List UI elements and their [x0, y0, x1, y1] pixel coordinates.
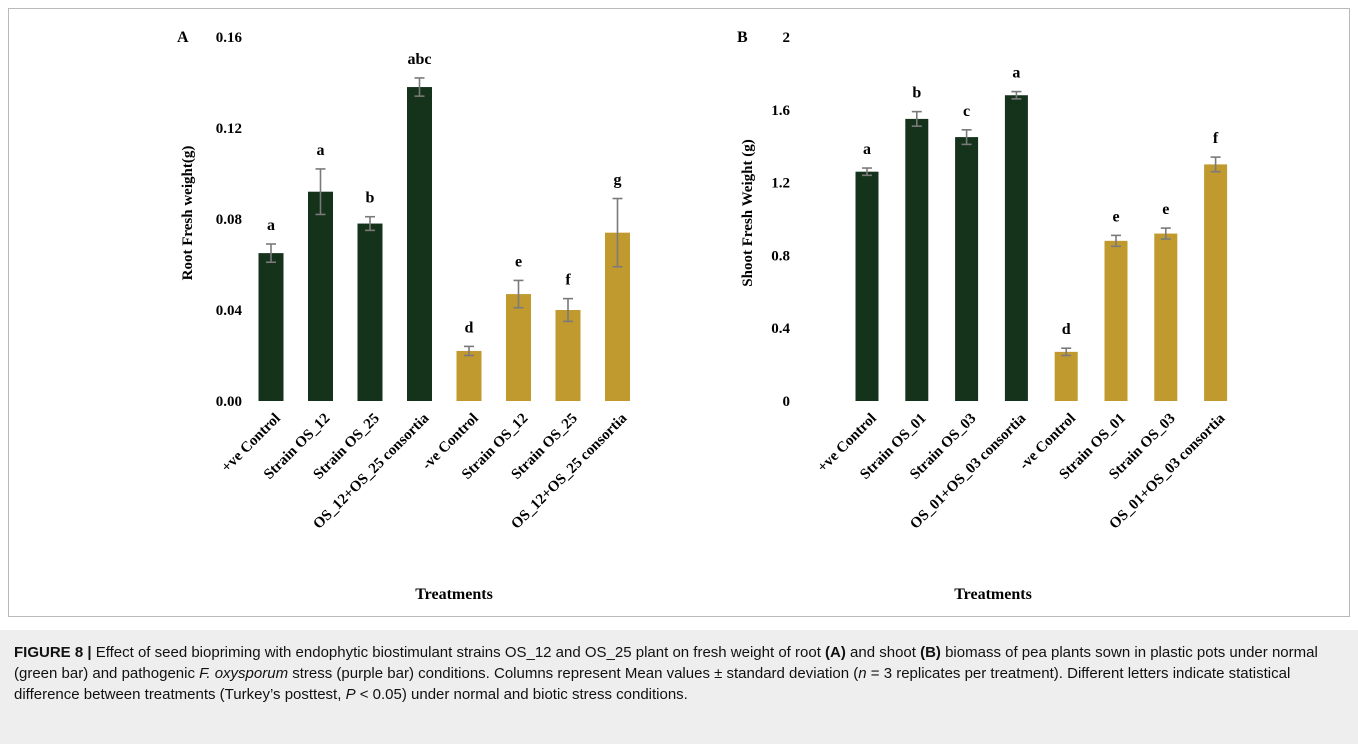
- significance-letter: a: [267, 217, 275, 234]
- y-tick-label: 0.16: [216, 30, 243, 46]
- y-axis-label: Shoot Fresh Weight (g): [740, 139, 756, 286]
- significance-letter: c: [963, 103, 970, 120]
- caption-text-6: < 0.05) under normal and biotic stress c…: [355, 686, 688, 703]
- significance-letter: g: [614, 172, 622, 189]
- y-tick-label: 1.6: [771, 103, 790, 119]
- bar: [308, 191, 333, 401]
- bar: [555, 310, 581, 401]
- panel-label: B: [737, 29, 748, 46]
- y-tick-label: 0: [783, 394, 791, 410]
- bar: [905, 118, 929, 402]
- y-axis-label: Root Fresh weight(g): [180, 146, 196, 281]
- caption-text-3: biomass of pea plants sown in plastic po…: [14, 644, 1318, 682]
- significance-letter: abc: [408, 51, 432, 68]
- caption-ref-a: (A): [825, 644, 846, 661]
- significance-letter: e: [515, 253, 522, 270]
- significance-letter: e: [1112, 208, 1119, 225]
- bar: [456, 350, 482, 401]
- caption-species: F. oxysporum: [199, 665, 289, 682]
- significance-letter: f: [565, 272, 571, 289]
- y-tick-label: 2: [783, 30, 791, 46]
- bar: [955, 137, 979, 401]
- y-tick-label: 0.8: [771, 248, 790, 264]
- caption-text-4: stress (purple bar) conditions. Columns …: [288, 665, 859, 682]
- bar: [407, 87, 432, 402]
- panel-label: A: [177, 29, 189, 46]
- x-axis-label: Treatments: [415, 586, 493, 603]
- figure-caption: FIGURE 8 | Effect of seed biopriming wit…: [0, 630, 1358, 744]
- significance-letter: d: [465, 319, 474, 336]
- bar: [1154, 233, 1178, 401]
- significance-letter: f: [1213, 130, 1219, 147]
- caption-p-var: P: [345, 686, 356, 703]
- significance-letter: b: [366, 190, 375, 207]
- caption-text-5: = 3 replicates per treatment). Different…: [14, 665, 1291, 703]
- figure-label: FIGURE 8 |: [14, 644, 92, 661]
- caption-ref-b: (B): [920, 644, 941, 661]
- caption-n-var: n: [858, 665, 867, 682]
- significance-letter: a: [1012, 65, 1020, 82]
- bar: [357, 223, 383, 401]
- bar: [1054, 351, 1078, 401]
- figure-charts: A 0.00 0.04 0.08 0.12 0.16 Root Fresh weight(g…: [177, 29, 1229, 603]
- y-tick-label: 0.12: [216, 121, 242, 137]
- bar: [1204, 164, 1228, 401]
- chart-panel-a: A 0.00 0.04 0.08 0.12 0.16 Root Fresh weight(g…: [177, 29, 631, 603]
- significance-letter: a: [317, 142, 325, 159]
- y-tick-label: 0.04: [216, 303, 243, 319]
- y-tick-label: 1.2: [771, 176, 790, 192]
- bar: [258, 253, 284, 401]
- y-tick-label: 0.4: [771, 321, 790, 337]
- y-tick-label: 0.08: [216, 212, 242, 228]
- x-axis-label: Treatments: [954, 586, 1032, 603]
- significance-letter: d: [1062, 321, 1071, 338]
- caption-text-1: Effect of seed biopriming with endophyti…: [91, 644, 826, 661]
- bar: [506, 294, 531, 401]
- significance-letter: e: [1162, 201, 1169, 218]
- bar: [855, 171, 879, 401]
- figure-frame: [8, 8, 1350, 617]
- y-tick-label: 0.00: [216, 394, 242, 410]
- bar: [1104, 240, 1128, 401]
- significance-letter: a: [863, 141, 871, 158]
- caption-text-2: and shoot: [845, 644, 921, 661]
- significance-letter: b: [912, 85, 921, 102]
- bar: [1004, 95, 1028, 402]
